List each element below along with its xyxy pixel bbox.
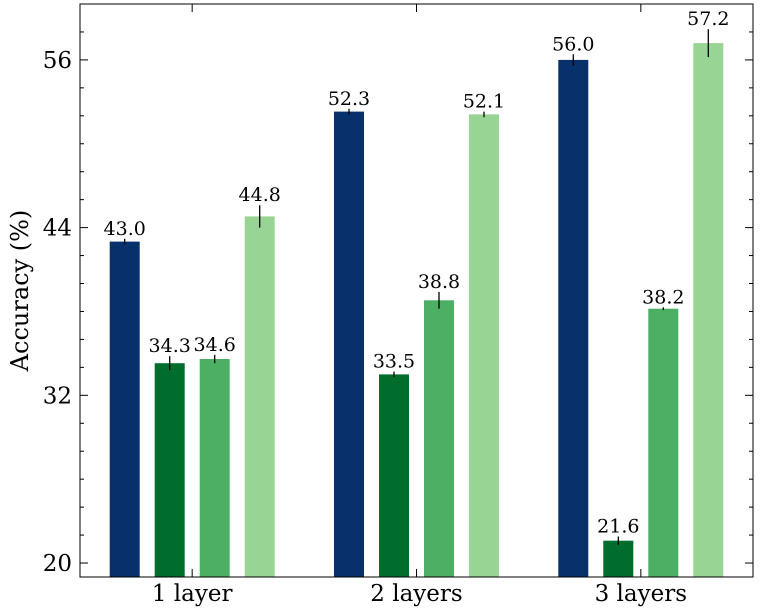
y-tick-labels: 20 32 44 56 xyxy=(43,48,72,577)
bar xyxy=(154,363,185,577)
category-labels: 1 layer 2 layers 3 layers xyxy=(152,581,687,607)
bar-value-label: 33.5 xyxy=(373,351,415,373)
bar-value-label: 34.3 xyxy=(149,335,191,357)
bar-value-label: 34.6 xyxy=(194,334,236,356)
bar xyxy=(558,59,589,577)
y-tick-label: 32 xyxy=(43,383,72,409)
bar-value-label: 57.2 xyxy=(687,8,729,30)
bar xyxy=(244,216,275,577)
category-label: 3 layers xyxy=(595,581,687,607)
bar xyxy=(334,111,364,577)
ticks-layer xyxy=(80,3,753,577)
y-tick-label: 56 xyxy=(43,48,72,74)
y-tick-label: 20 xyxy=(43,551,72,577)
bar-labels-layer: 43.0 34.3 34.6 44.8 52.3 33.5 38.8 52.1 56.0 21.6… xyxy=(104,8,730,537)
y-axis-label: Accuracy (%) xyxy=(6,210,34,373)
bar-value-label: 44.8 xyxy=(239,184,281,206)
bar xyxy=(693,43,724,578)
bar xyxy=(469,114,499,578)
bar xyxy=(379,374,409,577)
bar-value-label: 52.1 xyxy=(463,91,505,113)
y-tick-label: 44 xyxy=(43,216,72,242)
bar-value-label: 56.0 xyxy=(552,33,594,55)
bar xyxy=(424,300,454,577)
bar-value-label: 38.8 xyxy=(418,271,460,293)
bars-layer xyxy=(109,43,724,578)
bar-value-label: 52.3 xyxy=(328,88,370,110)
bar-value-label: 38.2 xyxy=(642,286,684,308)
bar xyxy=(109,241,140,577)
category-label: 1 layer xyxy=(152,581,233,607)
bar-value-label: 21.6 xyxy=(597,516,639,538)
category-label: 2 layers xyxy=(370,581,462,607)
bar xyxy=(199,359,230,577)
bar xyxy=(603,540,634,577)
errorbars-layer xyxy=(124,29,709,545)
bar-value-label: 43.0 xyxy=(104,218,146,240)
bar xyxy=(648,308,679,577)
